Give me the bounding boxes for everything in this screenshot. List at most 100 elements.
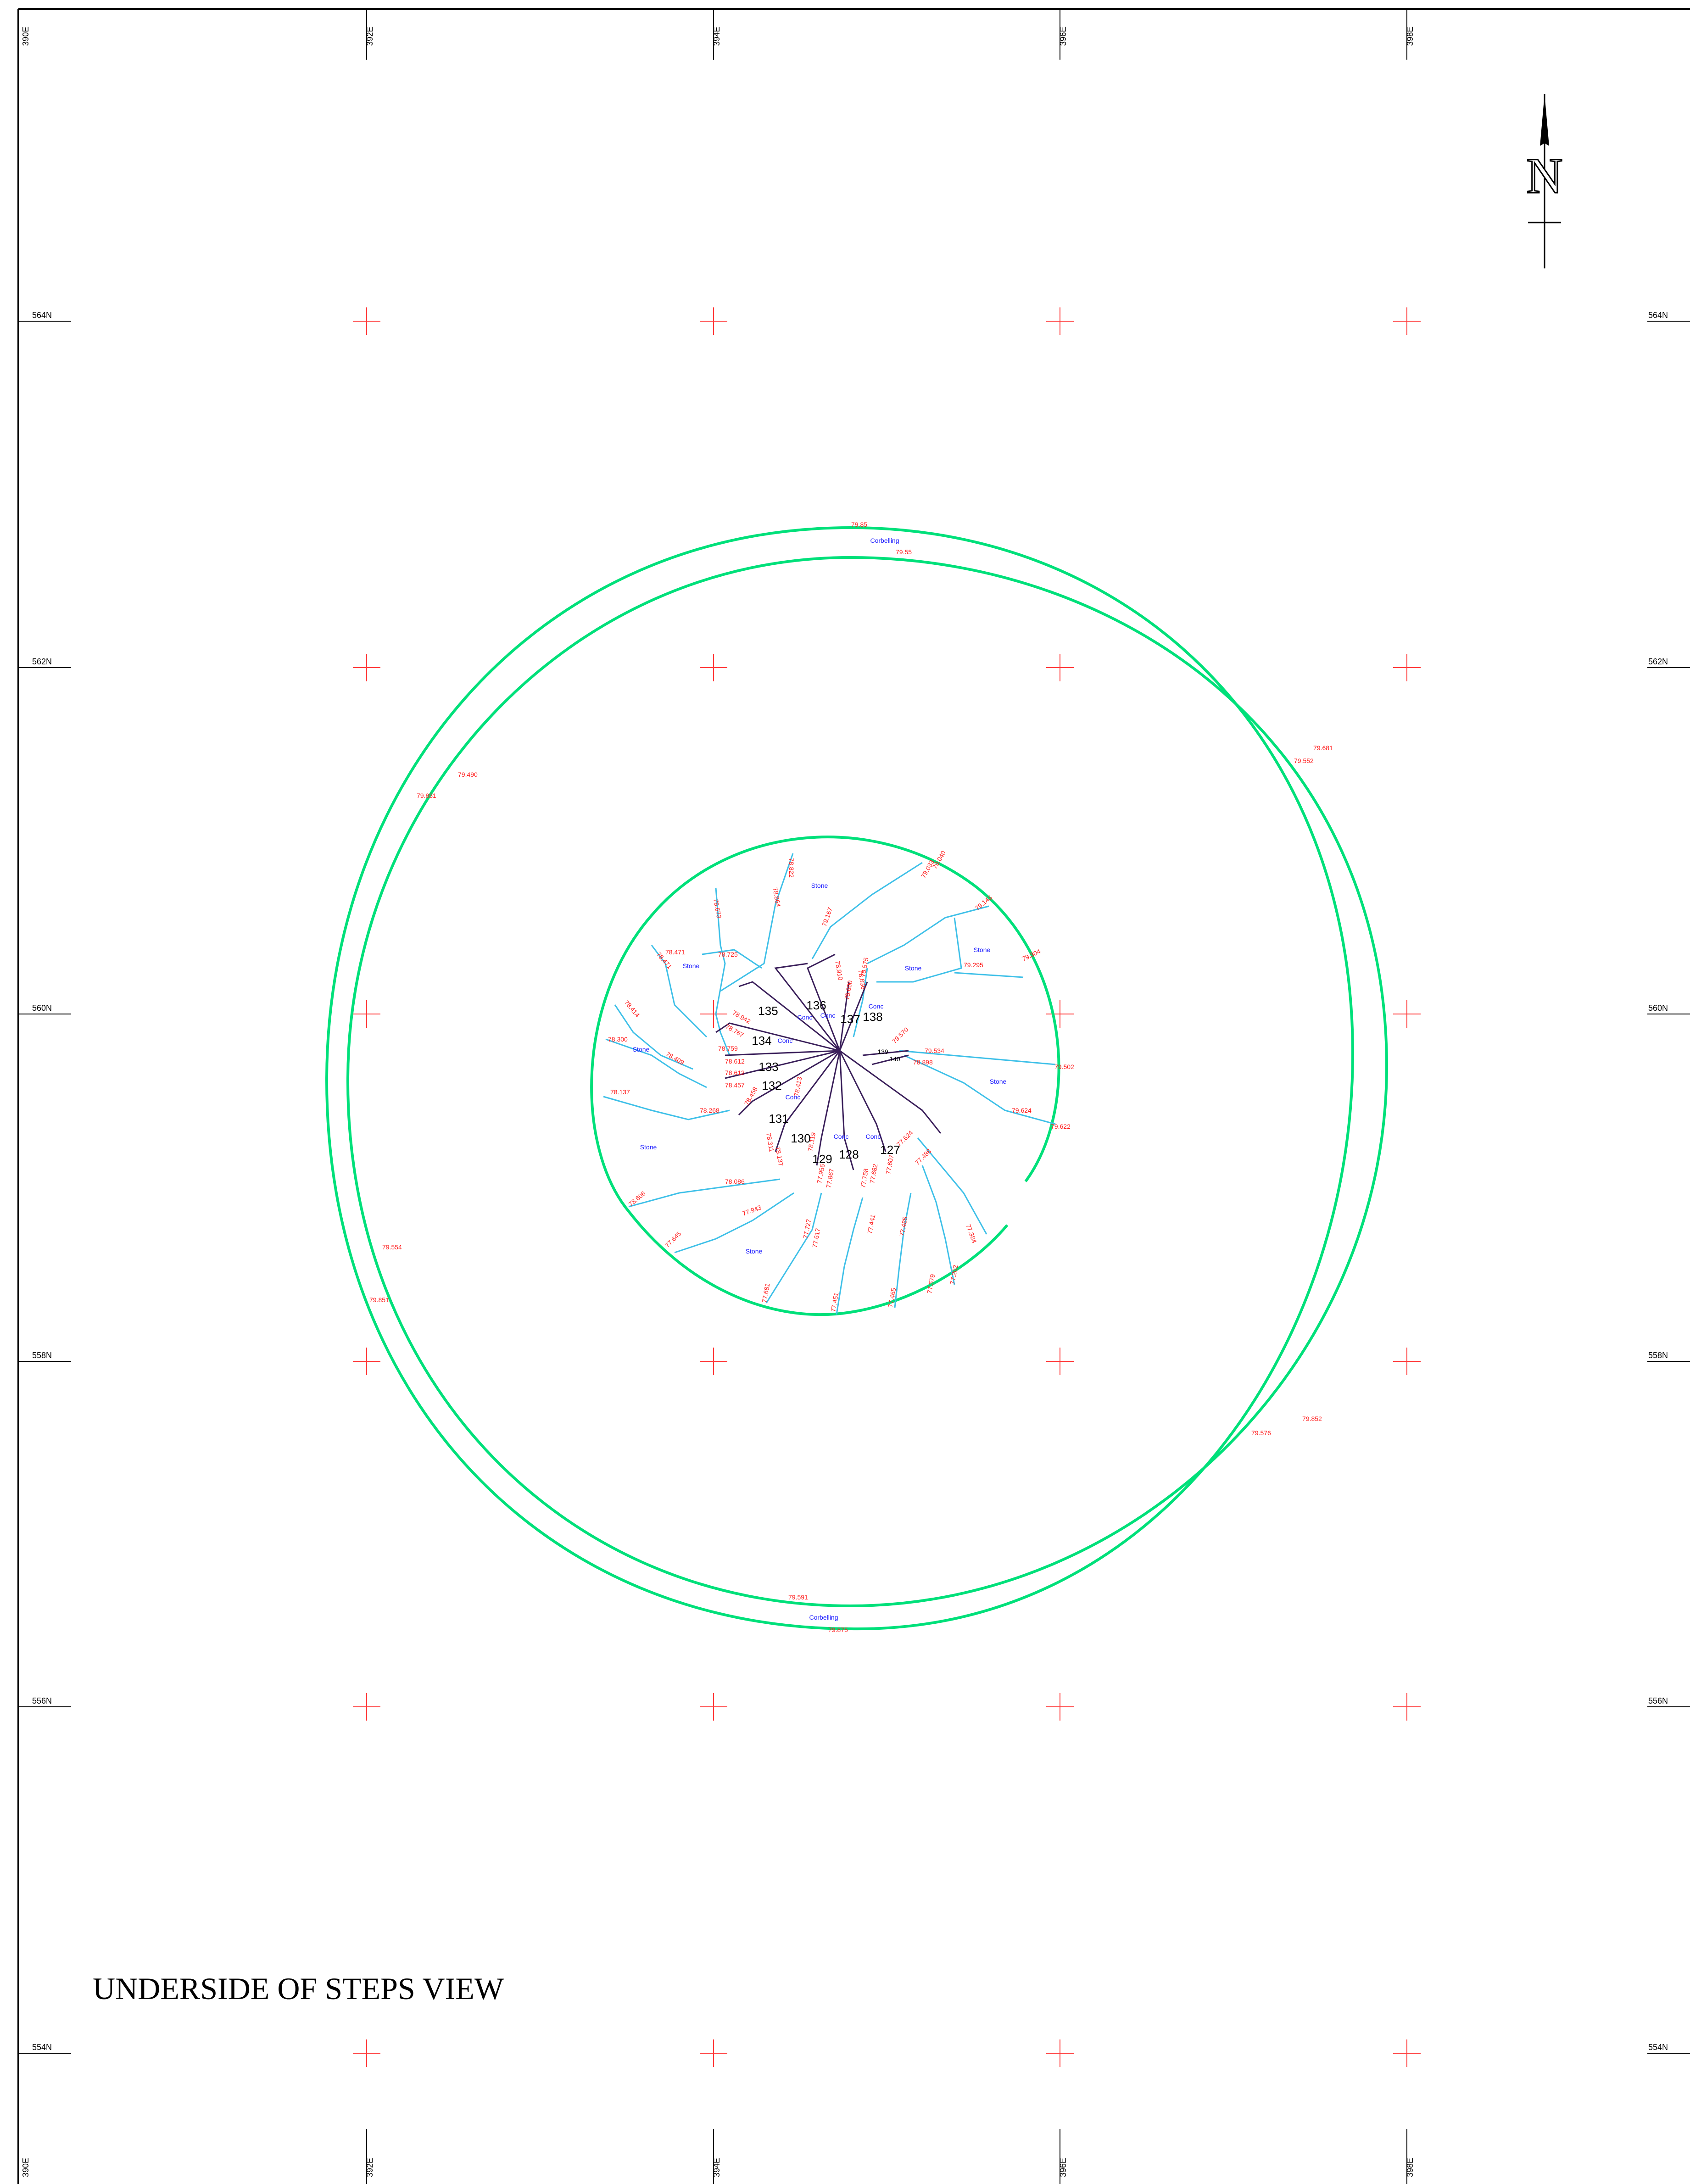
step-number: 137 [840, 1012, 860, 1026]
northing-label: 564N [32, 311, 52, 320]
easting-label: 394E [712, 27, 721, 46]
tread-outlines [603, 853, 1056, 1315]
easting-label: 392E [365, 2158, 374, 2177]
inner-ring [346, 556, 1389, 1608]
grid-cross [700, 307, 727, 335]
elevation-label: 78.836 [857, 969, 867, 990]
step-number: 135 [758, 1004, 778, 1018]
elevation-label: 79.851 [369, 1296, 389, 1304]
elevation-label: 79.852 [1302, 1415, 1322, 1422]
grid-cross [353, 1693, 380, 1721]
northing-label: 558N [1648, 1351, 1668, 1360]
elevation-label: 78.458 [743, 1086, 759, 1106]
northing-label: 554N [32, 2043, 52, 2052]
stone-label: Stone [640, 1143, 657, 1151]
elevation-label: 79.534 [925, 1047, 944, 1054]
step-number: 129 [812, 1152, 832, 1166]
elevation-label: 78.898 [913, 1059, 933, 1066]
elevation-label: 78.759 [718, 1045, 738, 1052]
elevation-label: 77.645 [664, 1230, 683, 1249]
grid-cross [700, 2039, 727, 2067]
step-division-lines [715, 953, 942, 1170]
easting-label: 396E [1059, 27, 1068, 46]
easting-labels-top: 390E 392E 394E 396E 398E [21, 27, 1415, 46]
elevation-label: 78.300 [608, 1036, 628, 1043]
grid-cross [1046, 307, 1074, 335]
elevation-label: 79.554 [382, 1243, 402, 1251]
grid-cross [700, 654, 727, 681]
material-labels: Corbelling Corbelling Stone Stone Stone … [633, 537, 1007, 1621]
grid-cross [1393, 654, 1421, 681]
elevation-label: 78.822 [788, 858, 795, 878]
stair-core-arc [590, 836, 1060, 1316]
outer-ring [325, 526, 1355, 1631]
elevation-label: 78.612 [725, 1069, 745, 1076]
grid-cross [1046, 1693, 1074, 1721]
grid-cross [353, 1000, 380, 1028]
elevation-label: 77.758 [859, 1168, 870, 1188]
northing-label: 560N [32, 1003, 52, 1013]
conc-label: Conc [869, 1003, 884, 1010]
elevation-label: 79.570 [891, 1025, 910, 1045]
stone-label: Stone [683, 962, 700, 969]
grid-cross [1046, 654, 1074, 681]
elevation-label: 78.311 [765, 1132, 775, 1153]
elevation-label: 78.673 [712, 898, 723, 919]
elevation-label: 77.485 [898, 1216, 909, 1237]
grid-cross [353, 1348, 380, 1375]
elevation-label: 78.119 [806, 1131, 817, 1152]
step-number: 133 [759, 1060, 778, 1074]
elevation-label: 77.465 [887, 1287, 897, 1308]
elevation-label: 79.622 [1051, 1123, 1071, 1130]
elevation-label: 77.624 [895, 1129, 915, 1148]
elevation-label: 78.471 [665, 948, 685, 956]
elevation-label: 78.457 [725, 1081, 745, 1089]
elevation-label: 79.304 [1021, 947, 1042, 963]
elevation-label: 77.956 [815, 1163, 826, 1184]
step-number: 136 [806, 998, 826, 1012]
grid-cross [1046, 1000, 1074, 1028]
elevation-label: 78.910 [834, 960, 844, 981]
elevation-label: 77.202 [948, 1264, 959, 1285]
grid-ticks [18, 9, 1690, 2184]
elevation-label: 78.413 [792, 1076, 803, 1097]
sheet-frame [17, 8, 1690, 2184]
grid-cross [1393, 2039, 1421, 2067]
elevation-label: 78.575 [859, 957, 870, 977]
grid-cross [1046, 1348, 1074, 1375]
elevation-label: 77.579 [926, 1273, 936, 1294]
easting-labels-bottom: 390E 392E 394E 396E 398E [21, 2158, 1415, 2177]
stone-label: Stone [905, 964, 922, 972]
easting-label: 392E [365, 27, 374, 46]
easting-label: 390E [21, 27, 30, 46]
easting-label: 396E [1059, 2158, 1068, 2177]
northing-label: 554N [1648, 2043, 1668, 2052]
step-number: 140 [889, 1055, 900, 1063]
elevation-label: 79.591 [788, 1593, 808, 1601]
conc-label: Conc [820, 1012, 836, 1019]
grid-cross [1046, 2039, 1074, 2067]
northing-label: 558N [32, 1351, 52, 1360]
stone-label: Stone [811, 882, 828, 889]
grid-crosses [353, 307, 1421, 2067]
elevation-label: 78.268 [700, 1107, 720, 1114]
elevation-label: 79.167 [820, 906, 834, 927]
elevation-label: 79.85 [851, 521, 867, 528]
stone-label: Stone [633, 1046, 650, 1053]
elevation-label: 77.384 [965, 1223, 978, 1244]
step-number: 128 [839, 1148, 859, 1161]
elevation-label: 79.490 [458, 771, 478, 778]
grid-cross [700, 1000, 727, 1028]
elevation-label: 79.295 [964, 961, 983, 969]
elevation-label: 78.409 [665, 1050, 686, 1066]
conc-label: Conc [798, 1014, 813, 1021]
elevation-label: 79.552 [1294, 757, 1314, 764]
elevation-label: 78.864 [771, 887, 782, 908]
conc-label: Conc [778, 1037, 793, 1044]
easting-label: 390E [21, 2158, 30, 2177]
elevation-label: 77.488 [914, 1147, 933, 1166]
northing-label: 564N [1648, 311, 1668, 320]
grid-cross [353, 307, 380, 335]
elevation-label: 79.681 [1313, 744, 1333, 752]
step-number: 130 [791, 1131, 810, 1145]
